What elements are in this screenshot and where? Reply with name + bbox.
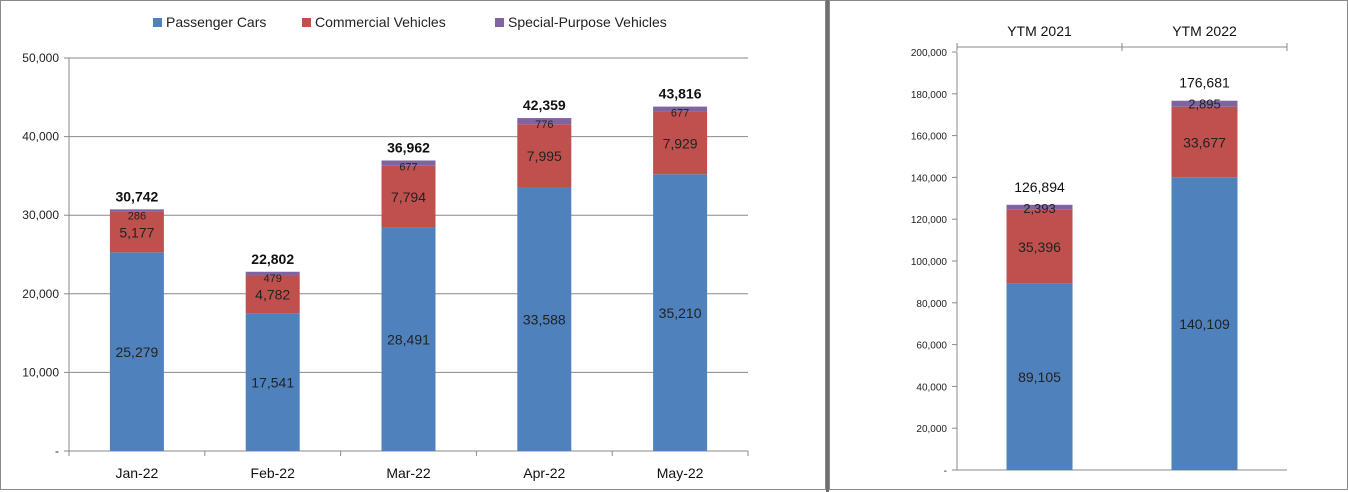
total-label: 36,962: [387, 139, 430, 155]
bar-commercial: [1006, 209, 1073, 284]
legend-swatch-commercial: [302, 18, 311, 27]
bar-passenger: [653, 174, 708, 452]
category-label: Apr-22: [523, 465, 565, 481]
y-tick-label: 60,000: [916, 341, 947, 352]
data-label-commercial: 33,677: [1183, 134, 1226, 150]
data-label-special: 776: [535, 119, 553, 131]
bar-special: [653, 106, 708, 112]
y-tick-label: 10,000: [22, 365, 59, 379]
total-label: 43,816: [659, 86, 702, 102]
data-label-special: 677: [399, 161, 417, 173]
monthly-sales-chart-panel: Passenger Cars Commercial Vehicles Special…: [0, 0, 826, 490]
y-tick-label: 20,000: [916, 424, 947, 435]
y-tick-label: 50,000: [22, 51, 59, 65]
data-label-passenger: 25,279: [115, 344, 158, 360]
data-label-passenger: 28,491: [387, 331, 430, 347]
y-tick-label: 140,000: [911, 173, 948, 184]
legend-label-commercial: Commercial Vehicles: [315, 14, 446, 30]
data-label-commercial: 7,995: [527, 148, 562, 164]
ytm-sales-chart: - 20,000 40,000 60,000 80,000 100,000 120,000 1…: [911, 23, 1288, 477]
y-tick-label: 30,000: [22, 208, 59, 222]
y-tick-label: 40,000: [916, 382, 947, 393]
data-label-passenger: 35,210: [659, 305, 702, 321]
bar-passenger: [245, 313, 300, 451]
bar-special: [517, 118, 572, 125]
bar-special: [1171, 100, 1238, 107]
legend-swatch-passenger: [153, 18, 162, 27]
total-label: 42,359: [523, 97, 566, 113]
bar-passenger: [109, 252, 164, 451]
panel-divider: [826, 0, 829, 492]
y-tick-label: 20,000: [22, 287, 59, 301]
bar-special: [109, 209, 164, 212]
bar-special: [381, 160, 436, 166]
data-label-special: 2,393: [1023, 201, 1056, 216]
data-label-special: 2,895: [1188, 97, 1221, 112]
category-label: Feb-22: [251, 465, 296, 481]
data-label-passenger: 17,541: [251, 374, 294, 390]
bar-commercial: [109, 211, 164, 253]
bar-commercial: [1171, 106, 1238, 178]
data-label-special: 677: [671, 108, 689, 120]
data-label-special: 479: [264, 273, 282, 285]
y-tick-label: -: [944, 466, 947, 477]
legend-swatch-special: [495, 18, 504, 27]
y-tick-label: -: [55, 444, 59, 458]
bar-commercial: [517, 124, 572, 187]
bar-special: [1006, 204, 1073, 210]
data-label-passenger: 33,588: [523, 311, 566, 327]
total-label: 22,802: [251, 251, 294, 267]
total-label: 176,681: [1179, 75, 1230, 91]
data-label-special: 286: [128, 210, 146, 222]
y-tick-label: 80,000: [916, 299, 947, 310]
ytm-sales-chart-panel: - 20,000 40,000 60,000 80,000 100,000 120,000 1…: [829, 0, 1348, 490]
y-tick-label: 200,000: [911, 48, 948, 59]
data-label-commercial: 7,929: [663, 135, 698, 151]
data-label-commercial: 5,177: [119, 224, 154, 240]
data-label-commercial: 4,782: [255, 287, 290, 303]
bar-passenger: [1171, 177, 1238, 471]
total-label: 126,894: [1014, 179, 1065, 195]
category-label: Jan-22: [115, 465, 158, 481]
y-tick-label: 120,000: [911, 215, 948, 226]
legend-label-passenger: Passenger Cars: [166, 14, 266, 30]
category-label: YTM 2021: [1007, 23, 1072, 39]
y-tick-label: 180,000: [911, 90, 948, 101]
bar-commercial: [245, 275, 300, 314]
data-label-commercial: 35,396: [1018, 239, 1061, 255]
data-label-commercial: 7,794: [391, 189, 426, 205]
data-label-passenger: 140,109: [1179, 316, 1230, 332]
bar-special: [245, 271, 300, 276]
category-label: Mar-22: [386, 465, 431, 481]
category-label: YTM 2022: [1172, 23, 1237, 39]
monthly-sales-chart: Passenger Cars Commercial Vehicles Special…: [22, 14, 749, 481]
y-tick-label: 160,000: [911, 132, 948, 143]
y-tick-label: 100,000: [911, 257, 948, 268]
category-label: May-22: [657, 465, 704, 481]
bar-commercial: [653, 111, 708, 175]
data-label-passenger: 89,105: [1018, 369, 1061, 385]
total-label: 30,742: [115, 188, 158, 204]
legend-label-special: Special-Purpose Vehicles: [508, 14, 667, 30]
bar-commercial: [381, 165, 436, 228]
bar-passenger: [381, 227, 436, 451]
bar-passenger: [1006, 283, 1073, 470]
bar-passenger: [517, 186, 572, 451]
y-tick-label: 40,000: [22, 130, 59, 144]
